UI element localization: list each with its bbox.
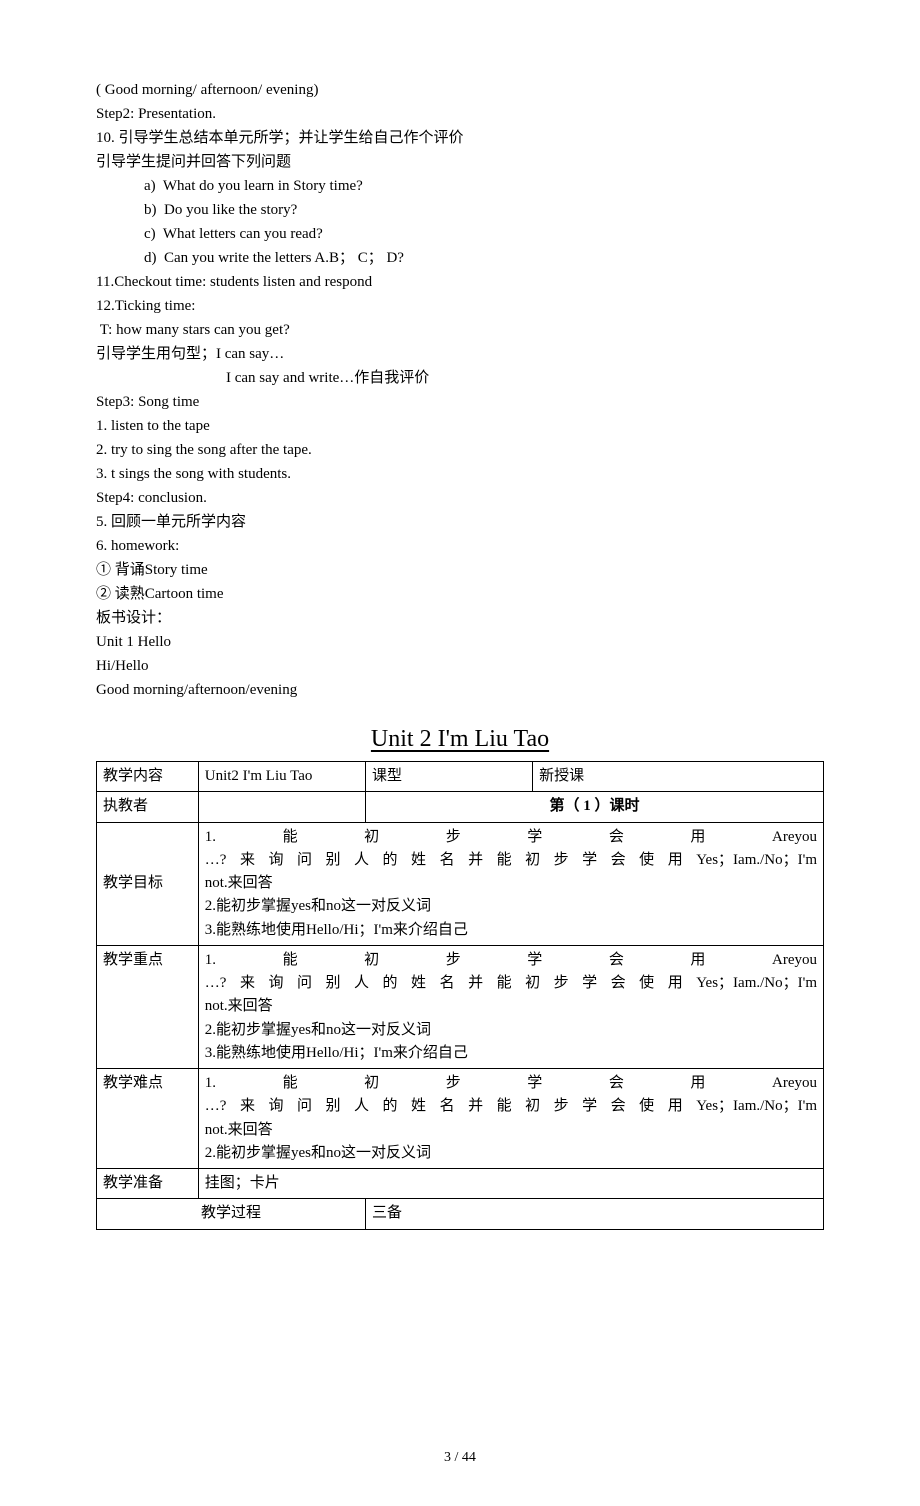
line-text: Step2: Presentation. xyxy=(96,102,824,126)
text: am./No；I'm xyxy=(738,1098,817,1114)
label-cell: 教学难点 xyxy=(97,1069,199,1169)
line-text: ② 读熟Cartoon time xyxy=(96,582,824,606)
text: 2.能初步掌握yes和no这一对反义词 xyxy=(205,895,817,918)
line-text: I can say and write…作自我评价 xyxy=(96,366,824,390)
text: …?来询问别人的姓名并能初步学会使用Yes；I xyxy=(205,1098,738,1114)
line-text: 12.Ticking time: xyxy=(96,294,824,318)
line-text: ① 背诵Story time xyxy=(96,558,824,582)
content-cell: 1.能初步学会用Areyou …?来询问别人的姓名并能初步学会使用Yes；Iam… xyxy=(198,1069,823,1169)
text: 1.能初步学会用Are xyxy=(205,1075,795,1091)
text: …?来询问别人的姓名并能初步学会使用Yes；I xyxy=(205,975,738,991)
table-row: 教学难点 1.能初步学会用Areyou …?来询问别人的姓名并能初步学会使用Ye… xyxy=(97,1069,824,1169)
page-number: 3 / 44 xyxy=(96,1450,824,1466)
text: not.来回答 xyxy=(205,1119,817,1142)
line-text: d) Can you write the letters A.B； C； D? xyxy=(96,246,824,270)
text: 1.能初步学会用Are xyxy=(205,829,795,845)
table-row: 教学过程 三备 xyxy=(97,1199,824,1229)
content-cell: 第（ 1 ）课时 xyxy=(365,792,823,822)
line-text: 10. 引导学生总结本单元所学；并让学生给自己作个评价 xyxy=(96,126,824,150)
document-body: ( Good morning/ afternoon/ evening) Step… xyxy=(96,78,824,702)
content-cell: 挂图；卡片 xyxy=(198,1169,823,1199)
label-cell: 教学内容 xyxy=(97,762,199,792)
line-text: 5. 回顾一单元所学内容 xyxy=(96,510,824,534)
line-text: 板书设计： xyxy=(96,606,824,630)
text: am./No；I'm xyxy=(738,975,817,991)
line-text: 引导学生用句型；I can say… xyxy=(96,342,824,366)
line-text: 2. try to sing the song after the tape. xyxy=(96,438,824,462)
text: 3.能熟练地使用Hello/Hi；I'm来介绍自己 xyxy=(205,919,817,942)
line-text: 1. listen to the tape xyxy=(96,414,824,438)
line-text: Step3: Song time xyxy=(96,390,824,414)
line-text: a) What do you learn in Story time? xyxy=(96,174,824,198)
table-row: 教学目标 1.能初步学会用Areyou …?来询问别人的姓名并能初步学会使用Ye… xyxy=(97,822,824,945)
text: not.来回答 xyxy=(205,872,817,895)
content-cell: 三备 xyxy=(365,1199,823,1229)
text: …?来询问别人的姓名并能初步学会使用Yes；I xyxy=(205,852,738,868)
label-cell: 课型 xyxy=(365,762,532,792)
text: 2.能初步掌握yes和no这一对反义词 xyxy=(205,1019,817,1042)
label-cell: 教学重点 xyxy=(97,945,199,1068)
content-cell xyxy=(198,792,365,822)
text: 1.能初步学会用Are xyxy=(205,952,795,968)
line-text: 11.Checkout time: students listen and re… xyxy=(96,270,824,294)
text: you xyxy=(795,952,818,968)
line-text: T: how many stars can you get? xyxy=(96,318,824,342)
label-cell: 教学准备 xyxy=(97,1169,199,1199)
line-text: c) What letters can you read? xyxy=(96,222,824,246)
text: am./No；I'm xyxy=(738,852,817,868)
table-row: 教学重点 1.能初步学会用Areyou …?来询问别人的姓名并能初步学会使用Ye… xyxy=(97,945,824,1068)
line-text: 6. homework: xyxy=(96,534,824,558)
line-text: 引导学生提问并回答下列问题 xyxy=(96,150,824,174)
label-cell: 执教者 xyxy=(97,792,199,822)
text: 3.能熟练地使用Hello/Hi；I'm来介绍自己 xyxy=(205,1042,817,1065)
label-cell: 教学过程 xyxy=(97,1199,366,1229)
text: 2.能初步掌握yes和no这一对反义词 xyxy=(205,1142,817,1165)
line-text: Good morning/afternoon/evening xyxy=(96,678,824,702)
table-row: 教学内容 Unit2 I'm Liu Tao 课型 新授课 xyxy=(97,762,824,792)
line-text: Hi/Hello xyxy=(96,654,824,678)
content-cell: Unit2 I'm Liu Tao xyxy=(198,762,365,792)
lesson-table: 教学内容 Unit2 I'm Liu Tao 课型 新授课 执教者 第（ 1 ）… xyxy=(96,761,824,1230)
text: not.来回答 xyxy=(205,995,817,1018)
content-cell: 新授课 xyxy=(533,762,824,792)
content-cell: 1.能初步学会用Areyou …?来询问别人的姓名并能初步学会使用Yes；Iam… xyxy=(198,945,823,1068)
content-cell: 1.能初步学会用Areyou …?来询问别人的姓名并能初步学会使用Yes；Iam… xyxy=(198,822,823,945)
table-row: 教学准备 挂图；卡片 xyxy=(97,1169,824,1199)
unit-title: Unit 2 I'm Liu Tao xyxy=(96,726,824,753)
line-text: b) Do you like the story? xyxy=(96,198,824,222)
label-cell: 教学目标 xyxy=(97,822,199,945)
line-text: Step4: conclusion. xyxy=(96,486,824,510)
line-text: ( Good morning/ afternoon/ evening) xyxy=(96,78,824,102)
text: you xyxy=(795,1075,818,1091)
line-text: Unit 1 Hello xyxy=(96,630,824,654)
line-text: 3. t sings the song with students. xyxy=(96,462,824,486)
table-row: 执教者 第（ 1 ）课时 xyxy=(97,792,824,822)
text: you xyxy=(795,829,818,845)
